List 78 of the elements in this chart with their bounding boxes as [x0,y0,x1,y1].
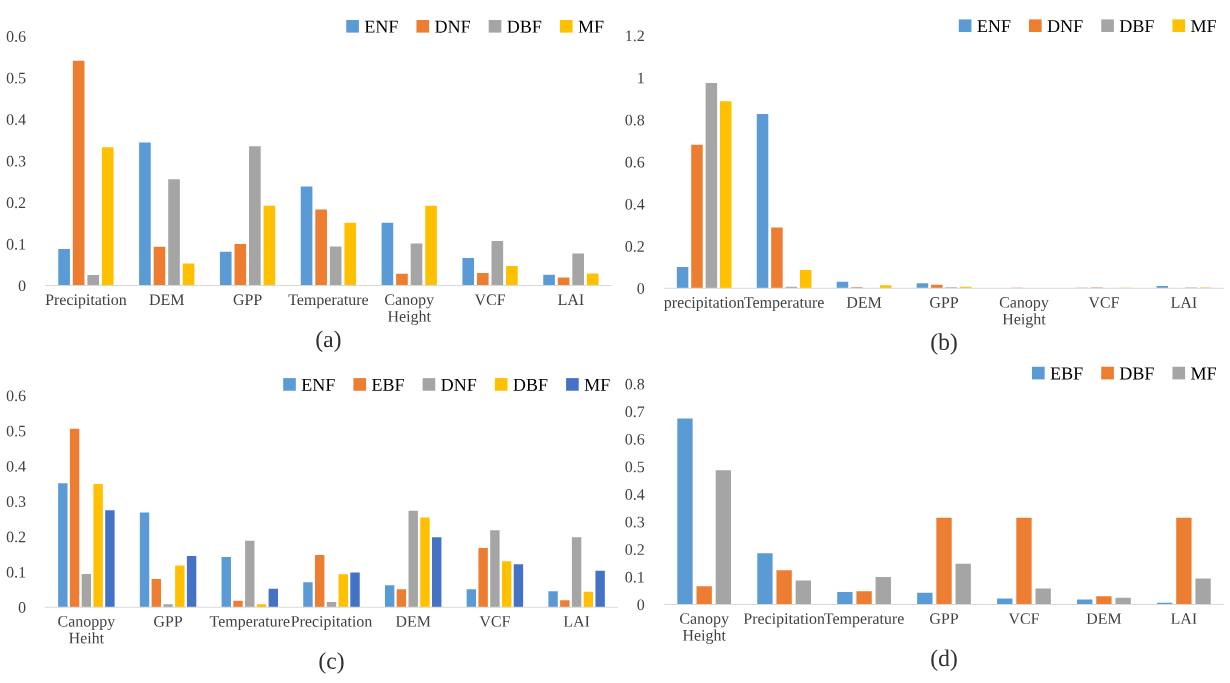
x-tick-label: DEM [1086,613,1122,624]
y-tick-label: 0.4 [6,114,26,126]
y-tick-label: 0.3 [6,496,26,508]
x-tick-label: GPP [233,294,262,306]
x-axis-title: (a) [316,330,341,353]
x-axis-title: (b) [931,333,957,355]
y-tick-label: 1.2 [626,30,644,42]
y-tick-label: 0.8 [625,378,645,390]
y-tick-label: 0 [637,283,645,294]
x-tick-label: Temperature [209,616,290,631]
y-tick-label: 0.1 [6,566,26,578]
legend-label: ENF [977,20,1011,33]
legend-label: DNF [441,378,477,391]
x-tick-label: precipitation [664,297,745,312]
x-tick-label: VCF [1008,613,1039,625]
x-tick-label: Temperature [824,613,904,628]
y-tick-label: 0.5 [6,425,26,437]
x-tick-label: Temperature [744,297,824,312]
x-tick-label: DEM [149,294,185,305]
legend-label: EBF [1050,367,1083,380]
legend-label: DBF [1119,20,1154,33]
y-tick-label: 0.2 [625,544,644,556]
x-axis-title: (c) [319,652,344,674]
x-tick-label: Canopy Height [679,613,729,645]
legend-label: MF [578,20,604,33]
y-tick-label: 0.4 [6,460,26,472]
y-tick-label: 0.2 [625,241,644,252]
y-tick-label: 0.5 [6,72,26,84]
x-tick-label: Canoppy Heiht [58,615,116,644]
y-tick-label: 0.2 [6,197,26,209]
x-tick-label: GPP [930,613,959,625]
x-tick-label: Canopy Height [999,297,1049,328]
y-tick-label: 0 [18,602,26,613]
x-tick-label: LAI [563,616,590,627]
y-tick-label: 1 [638,72,644,84]
legend-label: DBF [507,20,542,33]
x-tick-label: DEM [846,297,882,308]
legend-label: EBF [371,378,404,391]
x-tick-label: DEM [395,616,431,627]
y-tick-label: 0.7 [625,406,645,418]
y-tick-label: 0.6 [625,433,645,445]
legend-label: DNF [435,20,470,33]
x-tick-label: Precipitation [45,294,127,309]
x-tick-label: VCF [474,294,506,306]
y-tick-label: 0.3 [625,516,645,528]
x-tick-label: VCF [1088,297,1119,308]
x-axis-title: (d) [931,649,957,671]
x-tick-label: VCF [479,616,510,627]
y-tick-label: 0.3 [6,155,26,167]
y-tick-label: 0.6 [625,156,645,168]
legend-label: MF [1191,367,1216,380]
y-tick-label: 0.8 [625,114,645,126]
y-tick-label: 0.2 [6,531,26,543]
legend-label: DBF [1119,367,1154,380]
x-tick-label: Temperature [288,294,369,309]
y-tick-label: 0.1 [6,238,26,250]
x-tick-label: Precipitation [743,613,825,628]
x-tick-label: LAI [558,294,584,305]
x-tick-label: Precipitation [291,616,373,631]
legend-label: MF [584,378,610,391]
y-tick-label: 0.5 [625,461,645,473]
legend-label: ENF [301,378,335,391]
y-tick-label: 0.4 [625,198,645,210]
x-tick-label: Canopy Height [385,294,435,326]
x-tick-label: LAI [1171,297,1197,308]
y-tick-label: 0.4 [625,489,645,500]
legend-label: DBF [513,378,548,391]
y-tick-label: 0 [637,599,645,611]
y-tick-label: 0.6 [6,390,26,402]
x-tick-label: GPP [930,297,959,308]
legend-label: DNF [1047,20,1083,33]
x-tick-label: GPP [154,616,183,627]
y-tick-label: 0.1 [625,571,644,583]
legend-label: MF [1191,20,1216,33]
x-tick-label: LAI [1171,613,1197,624]
y-tick-label: 0 [18,280,26,292]
y-tick-label: 0.6 [6,31,26,42]
legend-label: ENF [364,20,398,33]
